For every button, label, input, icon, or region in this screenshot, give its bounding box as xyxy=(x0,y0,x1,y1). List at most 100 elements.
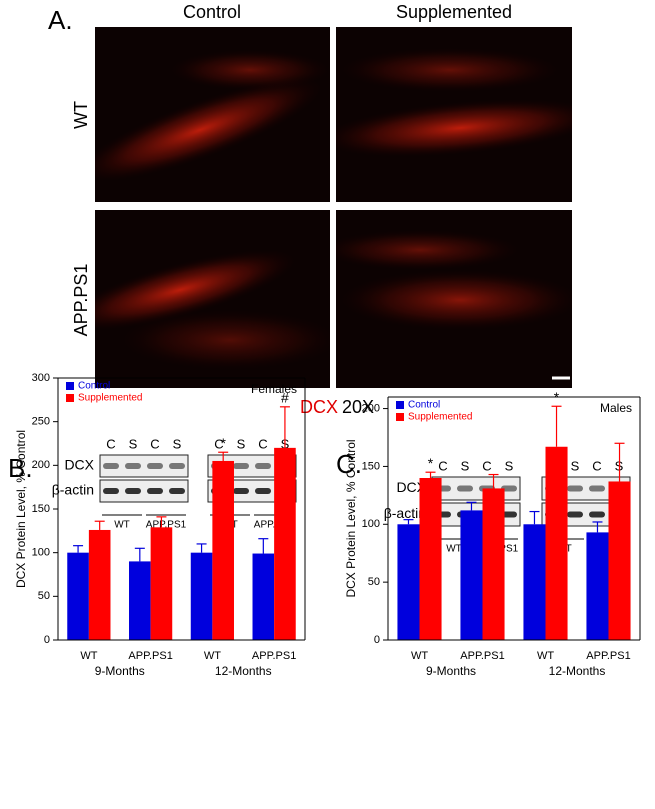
row-label: WT xyxy=(71,101,91,129)
blot-row-label: DCX xyxy=(396,479,426,495)
group-label: 12-Months xyxy=(215,664,272,678)
blot-band xyxy=(103,488,119,494)
lane-label: C xyxy=(438,458,447,473)
legend-swatch xyxy=(396,401,404,409)
lane-label: C xyxy=(214,436,223,451)
blot-band xyxy=(169,463,185,469)
blot-band xyxy=(125,488,141,494)
blot-band xyxy=(589,511,605,518)
blot-band xyxy=(169,488,185,494)
group-label: WT xyxy=(446,544,462,555)
x-tick-label: APP.PS1 xyxy=(460,650,504,662)
blot-band xyxy=(501,511,517,518)
bar xyxy=(460,510,483,640)
group-label: WT xyxy=(114,520,130,531)
column-label: Supplemented xyxy=(396,2,512,22)
panel-label: B. xyxy=(8,453,33,483)
group-label: 9-Months xyxy=(426,664,476,678)
lane-label: S xyxy=(571,458,580,473)
column-label: Control xyxy=(183,2,241,22)
y-tick-label: 300 xyxy=(32,372,50,384)
y-tick-label: 50 xyxy=(38,590,50,602)
x-tick-label: APP.PS1 xyxy=(128,650,172,662)
panel-label: C. xyxy=(336,449,362,479)
lane-label: C xyxy=(106,436,115,451)
magnification-label: 20X xyxy=(342,397,374,417)
blot-band xyxy=(255,463,271,469)
legend-swatch xyxy=(396,413,404,421)
blot-band xyxy=(567,485,583,492)
x-tick-label: WT xyxy=(537,650,554,662)
y-tick-label: 150 xyxy=(32,503,50,515)
x-tick-label: WT xyxy=(80,650,97,662)
y-axis-title: DCX Protein Level, % Control xyxy=(344,439,358,597)
y-tick-label: 200 xyxy=(32,459,50,471)
significance-marker: * xyxy=(220,435,226,451)
lane-label: C xyxy=(592,458,601,473)
bar xyxy=(608,481,631,640)
blot-band xyxy=(255,488,271,494)
chart-annotation: Males xyxy=(600,401,632,415)
y-tick-label: 150 xyxy=(362,460,380,472)
chart-annotation: Females xyxy=(251,382,297,396)
bar xyxy=(545,446,568,640)
lane-label: S xyxy=(505,458,514,473)
blot-band xyxy=(147,488,163,494)
bar xyxy=(274,447,296,640)
blot-row-label: DCX xyxy=(64,457,94,473)
lane-label: S xyxy=(173,436,182,451)
significance-marker: # xyxy=(281,390,289,406)
group-label: 9-Months xyxy=(95,664,145,678)
lane-label: C xyxy=(150,436,159,451)
significance-marker: * xyxy=(428,455,434,471)
y-tick-label: 0 xyxy=(44,634,50,646)
lane-label: S xyxy=(237,436,246,451)
legend-label: Supplemented xyxy=(408,412,473,423)
blot-row-label: β-actin xyxy=(384,505,426,521)
bar xyxy=(252,553,275,640)
bar xyxy=(129,561,151,640)
bar xyxy=(523,524,546,640)
y-tick-label: 50 xyxy=(368,576,380,588)
lane-label: C xyxy=(258,436,267,451)
row-label: APP.PS1 xyxy=(71,264,91,337)
blot-band xyxy=(103,463,119,469)
bar xyxy=(397,524,420,640)
legend-label: Control xyxy=(78,381,110,392)
legend-label: Supplemented xyxy=(78,393,143,404)
blot-band xyxy=(457,485,473,492)
x-tick-label: APP.PS1 xyxy=(252,650,296,662)
bar xyxy=(88,529,111,640)
blot-band xyxy=(567,511,583,518)
group-label: 12-Months xyxy=(549,664,606,678)
blot-band xyxy=(589,485,605,492)
bar xyxy=(150,527,173,640)
lane-label: S xyxy=(461,458,470,473)
legend-swatch xyxy=(66,382,74,390)
bar xyxy=(190,552,213,640)
panel-label: A. xyxy=(48,5,73,35)
blot-band xyxy=(147,463,163,469)
bar xyxy=(586,532,609,640)
bar xyxy=(419,478,442,640)
blot-band xyxy=(233,488,249,494)
y-tick-label: 200 xyxy=(362,402,380,414)
bar xyxy=(67,552,89,640)
legend-swatch xyxy=(66,394,74,402)
x-tick-label: WT xyxy=(204,650,221,662)
bar xyxy=(212,460,234,640)
x-tick-label: WT xyxy=(411,650,428,662)
stain-label: DCX xyxy=(300,397,338,417)
micrographs xyxy=(95,27,572,388)
bar xyxy=(482,488,505,640)
blot-strip xyxy=(99,479,189,503)
y-tick-label: 100 xyxy=(32,547,50,559)
blot-band xyxy=(501,485,517,492)
x-tick-label: APP.PS1 xyxy=(586,650,630,662)
blot-row-label: β-actin xyxy=(52,482,94,498)
blot-band xyxy=(125,463,141,469)
lane-label: C xyxy=(482,458,491,473)
lane-label: S xyxy=(129,436,138,451)
y-tick-label: 0 xyxy=(374,634,380,646)
